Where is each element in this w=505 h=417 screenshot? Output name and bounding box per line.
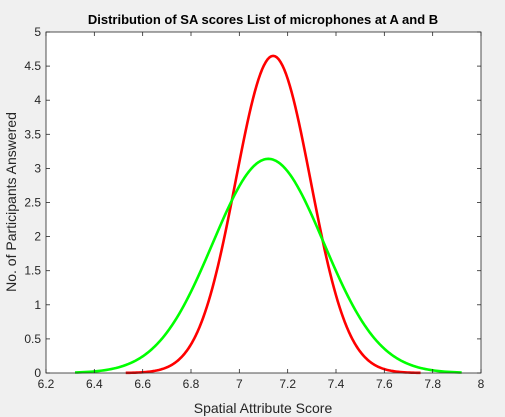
series-layer (74, 54, 462, 375)
y-tick-label: 3.5 (24, 127, 41, 141)
y-axis-label: No. of Participants Answered (3, 112, 19, 292)
x-tick-label: 7.8 (424, 377, 441, 391)
x-axis-label: Spatial Attribute Score (194, 400, 333, 416)
y-tick-label: 3 (34, 161, 41, 175)
y-tick-label: 1.5 (24, 264, 41, 278)
x-tick-label: 7.6 (376, 377, 393, 391)
x-tick-label: 6.4 (86, 377, 103, 391)
y-ticks: 0 0.5 1 1.5 2 2.5 3 3.5 4 4.5 5 (24, 25, 481, 380)
x-tick-label: 7.4 (328, 377, 345, 391)
y-tick-label: 4.5 (24, 59, 41, 73)
y-tick-label: 1 (34, 298, 41, 312)
chart-title: Distribution of SA scores List of microp… (88, 12, 438, 27)
x-tick-label: 6.2 (38, 377, 55, 391)
x-tick-label: 7.2 (279, 377, 296, 391)
series-line-2 (74, 157, 462, 374)
plot-area (46, 32, 481, 373)
y-tick-label: 4 (34, 93, 41, 107)
y-tick-label: 0.5 (24, 332, 41, 346)
x-tick-label: 8 (478, 377, 485, 391)
y-tick-label: 5 (34, 25, 41, 39)
x-tick-label: 7 (236, 377, 243, 391)
y-tick-label: 0 (34, 366, 41, 380)
x-tick-label: 6.6 (134, 377, 151, 391)
series-line-1 (125, 54, 421, 375)
y-tick-label: 2 (34, 230, 41, 244)
y-tick-label: 2.5 (24, 196, 41, 210)
x-tick-label: 6.8 (183, 377, 200, 391)
x-ticks: 6.2 6.4 6.6 6.8 7 7.2 7.4 7.6 7.8 8 (38, 32, 485, 391)
